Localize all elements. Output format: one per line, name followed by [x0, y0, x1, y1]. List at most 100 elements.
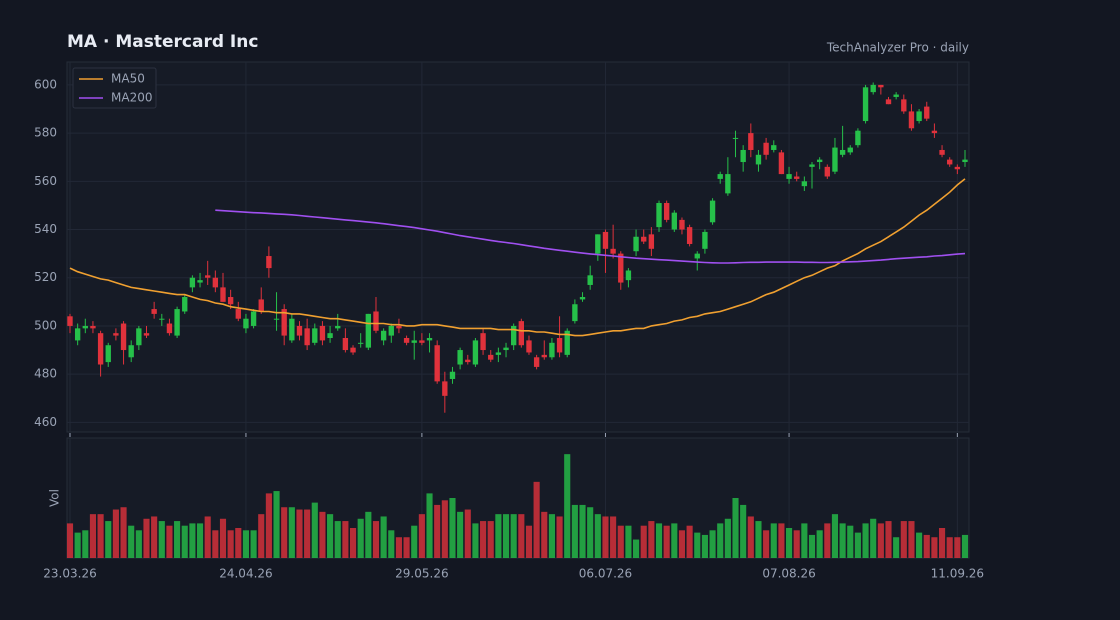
candle-body — [686, 227, 693, 244]
volume-bar — [342, 521, 349, 558]
candle-body — [227, 297, 234, 305]
volume-bar — [365, 511, 372, 558]
volume-bar — [502, 514, 510, 558]
candle-body — [434, 345, 440, 382]
candle-body — [312, 328, 318, 343]
volume-bar — [709, 530, 716, 558]
candle-body — [105, 345, 111, 363]
candle-body — [120, 323, 127, 351]
candle-body — [954, 166, 961, 170]
x-tick-label: 29.05.26 — [395, 567, 448, 581]
candle-body — [350, 347, 356, 353]
candle-body — [755, 154, 762, 165]
volume-bar — [97, 514, 104, 558]
volume-bar — [227, 530, 234, 558]
volume-bar — [480, 521, 487, 558]
volume-bar — [265, 493, 272, 558]
candle-body — [182, 297, 188, 312]
candle-body — [518, 321, 525, 346]
volume-bar — [610, 516, 617, 558]
volume-bar — [525, 525, 533, 558]
candle-body — [633, 236, 639, 252]
x-tick-label: 23.03.26 — [43, 567, 96, 581]
candle-body — [862, 87, 869, 122]
candle-body — [610, 248, 616, 254]
candle-body — [97, 333, 104, 365]
volume-bar — [625, 525, 632, 558]
candle-body — [220, 287, 226, 302]
candle-body — [549, 342, 555, 358]
candle-body — [763, 142, 769, 155]
candle-body — [159, 318, 165, 320]
candle-body — [205, 275, 211, 278]
candle-body — [174, 309, 180, 336]
candle-body — [380, 330, 387, 341]
volume-bar — [258, 514, 265, 558]
y-tick-label: 540 — [34, 222, 57, 236]
volume-bar — [755, 521, 762, 558]
candle-body — [786, 174, 792, 179]
volume-bar — [166, 525, 173, 558]
volume-bar — [938, 528, 946, 558]
volume-bar — [311, 502, 318, 558]
y-tick-label: 560 — [34, 174, 57, 188]
candle-body — [893, 94, 899, 97]
volume-bar — [296, 509, 303, 558]
candle-body — [426, 337, 433, 341]
volume-bar — [372, 521, 380, 558]
candle-body — [855, 130, 861, 146]
volume-bar — [663, 525, 670, 558]
candle-body — [641, 236, 647, 242]
volume-bar — [747, 516, 754, 558]
volume-bar — [587, 507, 594, 558]
volume-bar — [847, 525, 854, 558]
candle-body — [342, 337, 349, 351]
volume-bar — [89, 514, 97, 558]
volume-bar — [839, 523, 846, 558]
volume-bar — [250, 530, 257, 558]
candle-body — [541, 354, 547, 358]
volume-bar — [487, 521, 494, 558]
volume-bar — [678, 530, 686, 558]
candle-body — [847, 147, 853, 153]
candle-body — [901, 99, 907, 112]
candle-body — [595, 234, 601, 254]
volume-bar — [189, 523, 196, 558]
volume-bar — [694, 532, 701, 558]
volume-bar — [66, 523, 74, 558]
candle-body — [197, 280, 203, 283]
candle-body — [679, 219, 685, 230]
volume-bar — [900, 521, 907, 558]
volume-bar — [273, 491, 280, 558]
volume-bar — [854, 532, 861, 558]
candle-body — [839, 149, 846, 155]
candle-body — [725, 174, 731, 194]
candle-body — [709, 200, 716, 223]
volume-bar — [816, 530, 823, 558]
volume-bar — [655, 523, 663, 558]
candle-body — [472, 340, 479, 365]
candle-body — [663, 203, 670, 220]
volume-bar — [954, 537, 961, 558]
volume-bar — [457, 511, 464, 558]
volume-bar — [923, 534, 930, 558]
volume-bar — [334, 521, 341, 558]
volume-bar — [128, 525, 135, 558]
candle-body — [648, 234, 655, 249]
candle-body — [908, 111, 915, 129]
x-tick-label: 24.04.26 — [219, 567, 272, 581]
volume-bar — [235, 528, 242, 558]
ma-line — [69, 178, 966, 337]
volume-bar — [786, 528, 793, 558]
candle-body — [694, 253, 700, 259]
volume-axis-label: Vol — [48, 489, 62, 507]
volume-bar — [770, 523, 777, 558]
volume-bar — [495, 514, 502, 558]
candle-body — [411, 340, 417, 343]
candle-body — [717, 174, 723, 179]
candle-body — [778, 152, 785, 175]
volume-bar — [671, 523, 678, 558]
candle-body — [373, 311, 379, 331]
